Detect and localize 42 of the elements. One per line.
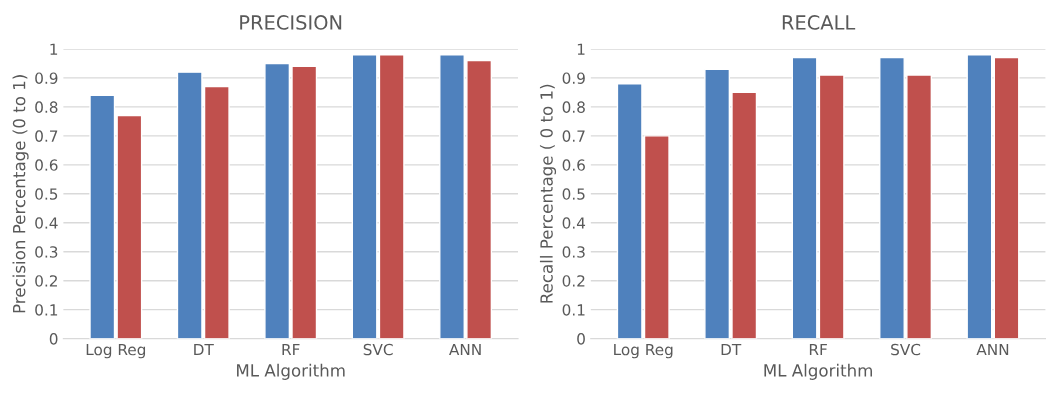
y-tick-label: 0 [577,333,585,345]
y-tick-label: 0.7 [562,130,585,142]
x-axis-title: ML Algorithm [764,363,872,380]
y-tick-label: 0.5 [35,188,58,200]
x-tick-label: SVC [363,343,393,356]
y-tick-label: 0.7 [35,130,58,142]
y-tick-label: 1 [50,43,58,55]
y-tick-label: 0.4 [35,217,58,229]
y-tick-label: 0.4 [562,217,586,229]
y-tick-label: 0.9 [562,72,585,84]
y-tick-label: 0.5 [562,188,585,200]
y-tick-label: 0 [49,333,58,345]
y-tick-label: 0.3 [562,246,585,258]
x-tick-label: RF [809,343,827,356]
x-tick-label: Log Reg [86,343,146,359]
x-tick-label: ANN [449,343,481,356]
y-tick-label: 1 [577,43,585,55]
y-tick-label: 0.1 [562,304,585,316]
x-tick-label: DT [721,343,742,356]
y-tick-label: 0.3 [35,246,58,258]
bar [818,74,845,339]
x-tick-label: Log Reg [614,343,673,359]
x-axis-title: ML Algorithm [237,363,345,380]
y-axis-title: Precision Percentage (0 to 1) [12,75,29,313]
y-tick-label: 0.2 [35,275,57,287]
y-tick-label: 0.1 [35,304,58,316]
x-tick-label: ANN [976,343,1009,356]
x-tick-label: SVC [891,343,921,356]
bar [791,56,818,339]
y-tick-label: 0.8 [562,101,585,113]
y-tick-label: 0.6 [562,159,585,171]
y-tick-label: 0.6 [35,159,58,171]
y-tick-label: 0.2 [562,275,585,287]
y-axis-title: Recall Percentage ( 0 to 1) [539,84,557,303]
bar [966,54,993,339]
x-tick-label: RF [282,343,300,356]
y-tick-label: 0.9 [35,72,58,84]
chart-title: RECALL [782,15,856,30]
y-tick-label: 0.8 [35,101,58,113]
bar [993,56,1020,339]
chart-title: PRECISION [240,15,342,30]
x-tick-label: DT [194,343,214,356]
